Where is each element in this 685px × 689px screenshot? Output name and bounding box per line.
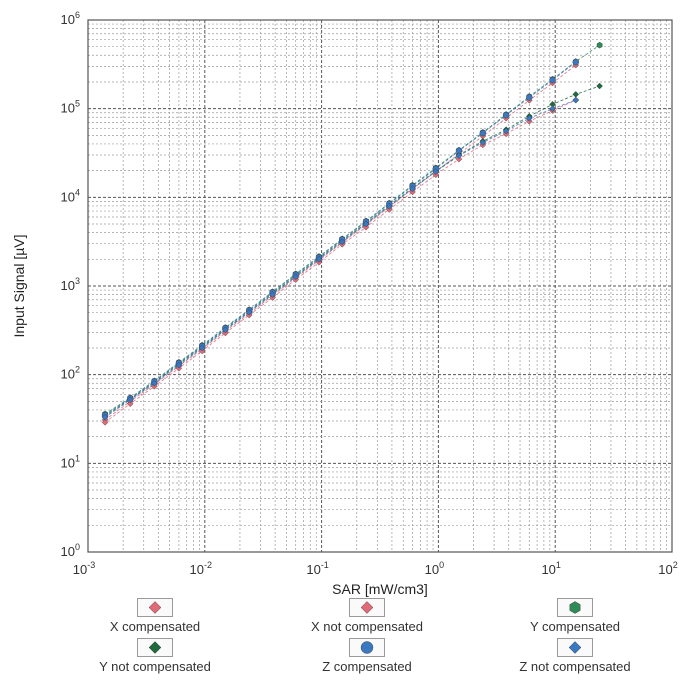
legend-marker-icon bbox=[148, 601, 162, 614]
x-axis-label: SAR [mW/cm3] bbox=[332, 581, 428, 597]
data-point bbox=[245, 309, 253, 316]
legend-marker bbox=[360, 601, 374, 614]
data-point bbox=[572, 91, 580, 98]
legend-swatch bbox=[137, 638, 173, 657]
data-point bbox=[175, 361, 183, 369]
data-point bbox=[455, 152, 463, 159]
data-point bbox=[479, 139, 487, 146]
legend-swatch bbox=[137, 598, 173, 617]
legend-marker bbox=[148, 641, 162, 654]
y-axis-label: Input Signal [µV] bbox=[11, 234, 27, 337]
data-point bbox=[386, 203, 393, 210]
data-point bbox=[151, 379, 158, 387]
data-point bbox=[502, 127, 510, 135]
legend-swatch bbox=[349, 598, 385, 617]
y-tick-label: 103 bbox=[61, 276, 80, 293]
plot-frame bbox=[87, 19, 673, 553]
legend-label: Y compensated bbox=[529, 619, 621, 634]
legend: X compensated X not compensated Y compensa… bbox=[60, 598, 670, 688]
legend-marker-icon bbox=[360, 601, 374, 614]
legend-marker bbox=[569, 601, 581, 614]
data-point bbox=[596, 41, 603, 49]
data-point bbox=[549, 76, 556, 84]
legend-marker bbox=[360, 641, 374, 654]
series-line bbox=[104, 44, 600, 415]
series-line bbox=[104, 99, 576, 418]
data-point bbox=[502, 111, 510, 119]
legend-label: X not compensated bbox=[310, 619, 424, 634]
y-tick-label: 105 bbox=[61, 99, 80, 116]
data-point bbox=[126, 396, 134, 404]
y-tick-label: 101 bbox=[61, 453, 80, 470]
legend-marker bbox=[148, 601, 162, 614]
data-point bbox=[572, 58, 579, 66]
data-point bbox=[549, 105, 556, 112]
legend-label: Z compensated bbox=[322, 659, 412, 674]
y-tick-label: 102 bbox=[61, 365, 80, 382]
legend-item: Y compensated bbox=[480, 598, 670, 634]
legend-marker-icon bbox=[360, 641, 374, 654]
data-point bbox=[432, 168, 440, 175]
data-point bbox=[222, 326, 229, 334]
plot-grid bbox=[87, 20, 672, 553]
series-5 bbox=[101, 96, 580, 421]
legend-label: X compensated bbox=[109, 619, 201, 634]
x-tick-label: 101 bbox=[541, 560, 560, 577]
data-point bbox=[101, 414, 109, 421]
legend-marker bbox=[568, 641, 582, 654]
y-tick-label: 106 bbox=[61, 10, 80, 27]
legend-item: X not compensated bbox=[272, 598, 462, 634]
data-point bbox=[292, 273, 299, 281]
x-tick-label: 100 bbox=[425, 560, 444, 577]
chart-svg: 10-3 10-2 10-1 100 101 102 100 101 102 103 104 105… bbox=[11, 10, 678, 597]
legend-item: Z compensated bbox=[272, 638, 462, 674]
x-tick-label: 102 bbox=[658, 560, 677, 577]
legend-marker-icon bbox=[568, 641, 582, 654]
legend-item: Y not compensated bbox=[60, 638, 250, 674]
data-point bbox=[126, 400, 134, 408]
legend-label: Z not compensated bbox=[519, 659, 631, 674]
series-line bbox=[104, 99, 576, 423]
data-point bbox=[526, 114, 533, 122]
series-1 bbox=[101, 96, 580, 426]
legend-item: X compensated bbox=[60, 598, 250, 634]
data-point bbox=[101, 419, 109, 426]
y-tick-label: 100 bbox=[61, 542, 80, 559]
x-tick-label: 10-3 bbox=[73, 560, 95, 577]
data-point bbox=[479, 129, 487, 137]
legend-swatch bbox=[557, 598, 593, 617]
legend-swatch bbox=[349, 638, 385, 657]
x-tick-labels: 10-3 10-2 10-1 100 101 102 bbox=[73, 560, 678, 577]
y-tick-labels: 100 101 102 103 104 105 106 bbox=[61, 10, 80, 559]
x-tick-label: 10-1 bbox=[306, 560, 328, 577]
y-tick-label: 104 bbox=[61, 187, 80, 204]
series-line bbox=[104, 85, 600, 417]
data-point bbox=[269, 291, 276, 298]
data-point bbox=[596, 82, 603, 90]
data-point bbox=[315, 256, 323, 263]
legend-item: Z not compensated bbox=[480, 638, 670, 674]
data-point bbox=[362, 220, 370, 228]
data-point bbox=[526, 94, 533, 101]
data-point bbox=[409, 185, 416, 193]
data-point bbox=[455, 155, 463, 163]
legend-swatch bbox=[557, 638, 593, 657]
data-point bbox=[198, 344, 206, 352]
data-point bbox=[572, 96, 580, 104]
legend-marker-icon bbox=[569, 601, 581, 614]
data-point bbox=[338, 238, 346, 246]
series-layer bbox=[101, 41, 603, 426]
legend-label: Y not compensated bbox=[99, 659, 211, 674]
legend-marker-icon bbox=[148, 641, 162, 654]
x-tick-label: 10-2 bbox=[190, 560, 212, 577]
